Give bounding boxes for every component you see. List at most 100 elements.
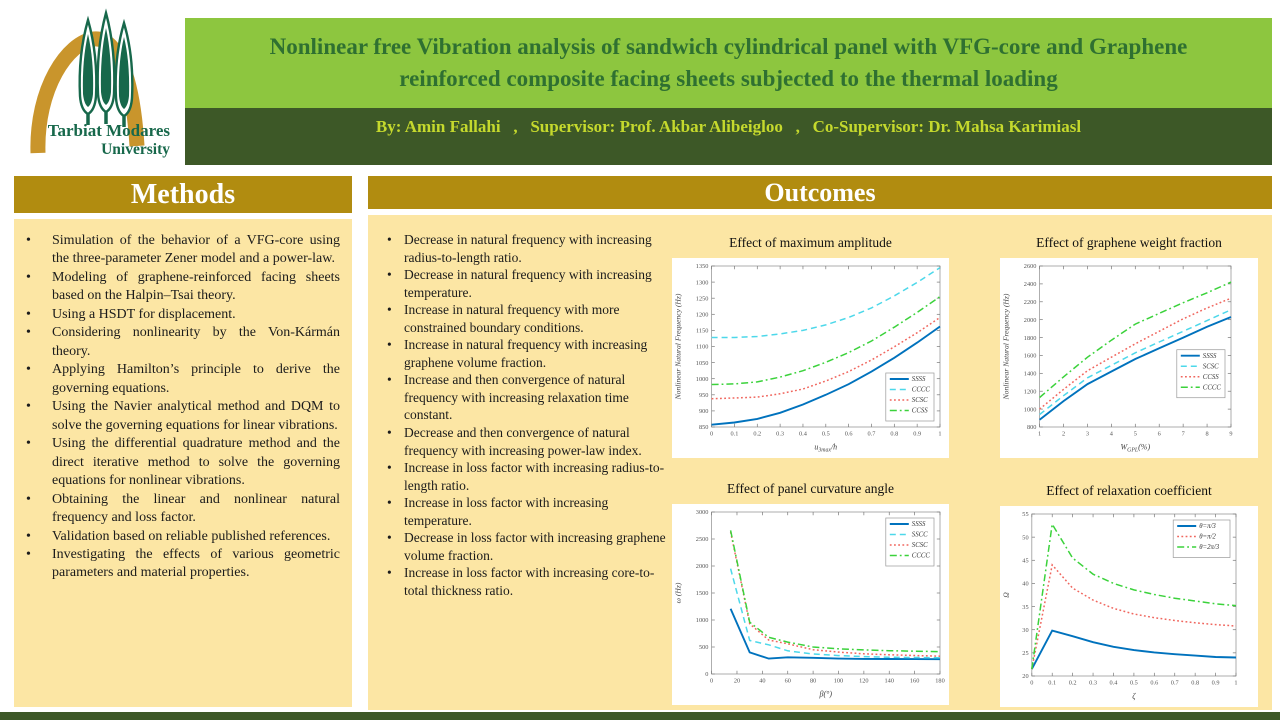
svg-text:SSCC: SSCC xyxy=(912,532,928,539)
svg-text:500: 500 xyxy=(699,644,708,651)
chart-title: Effect of maximum amplitude xyxy=(729,235,892,250)
svg-text:0.8: 0.8 xyxy=(1191,680,1199,687)
logo-text-line1: Tarbiat Modares xyxy=(48,121,171,140)
svg-text:1100: 1100 xyxy=(696,344,708,351)
svg-text:0: 0 xyxy=(710,678,713,685)
svg-text:140: 140 xyxy=(885,678,894,685)
list-item: Simulation of the behavior of a VFG-core… xyxy=(18,232,340,269)
svg-text:1000: 1000 xyxy=(696,376,709,383)
svg-text:1350: 1350 xyxy=(696,263,709,270)
svg-text:40: 40 xyxy=(759,678,765,685)
svg-text:CCSS: CCSS xyxy=(912,408,928,415)
chart-relaxation-coefficient: Effect of relaxation coefficient 0 0.1 0.2… xyxy=(1000,483,1258,707)
line-chart: 0 20 40 60 80 100 120 140 160 180 0 500 1000 1500 2000… xyxy=(672,504,949,705)
svg-text:20: 20 xyxy=(1022,673,1028,680)
outcomes-heading: Outcomes xyxy=(368,176,1272,209)
svg-text:2000: 2000 xyxy=(1024,317,1037,324)
chart-canvas: 0 0.1 0.2 0.3 0.4 0.5 0.6 0.7 0.8 0.9 1 850 900 950 10… xyxy=(674,263,942,454)
list-item: Using the Navier analytical method and D… xyxy=(18,398,340,435)
svg-text:40: 40 xyxy=(1022,581,1028,588)
chart-canvas: 1 2 3 4 5 6 7 8 9 800 1000 1200 1400 1600 1800 2000 2200… xyxy=(1002,263,1233,454)
svg-text:Nonlinear Natural Frequency (H: Nonlinear Natural Frequency (Hz) xyxy=(1002,293,1011,400)
list-item: Using a HSDT for displacement. xyxy=(18,306,340,325)
page-title: Nonlinear free Vibration analysis of san… xyxy=(269,34,1188,91)
line-chart: 1 2 3 4 5 6 7 8 9 800 1000 1200 1400 1600 1800 2000 2200… xyxy=(1000,258,1258,458)
svg-text:WGPL(%): WGPL(%) xyxy=(1120,443,1150,454)
methods-section: Methods Simulation of the behavior of a … xyxy=(14,176,352,707)
methods-panel: Simulation of the behavior of a VFG-core… xyxy=(14,219,352,707)
svg-text:0.7: 0.7 xyxy=(868,431,876,438)
svg-text:SCSC: SCSC xyxy=(912,397,928,404)
list-item: Increase and then convergence of natural… xyxy=(382,371,670,424)
chart-canvas: 0 20 40 60 80 100 120 140 160 180 0 500 1000 1500 2000… xyxy=(674,509,945,699)
university-logo: Tarbiat Modares University xyxy=(0,0,185,170)
svg-text:20: 20 xyxy=(734,678,740,685)
svg-text:2: 2 xyxy=(1062,431,1065,438)
svg-text:3000: 3000 xyxy=(696,509,709,516)
svg-text:SCSC: SCSC xyxy=(1203,363,1219,370)
outcomes-panel: Decrease in natural frequency with incre… xyxy=(368,215,1272,710)
svg-text:0.9: 0.9 xyxy=(1212,680,1220,687)
list-item: Applying Hamilton’s principle to derive … xyxy=(18,361,340,398)
line-chart: 0 0.1 0.2 0.3 0.4 0.5 0.6 0.7 0.8 0.9 1 20 25 30 35 40 4… xyxy=(1000,506,1258,707)
svg-text:2500: 2500 xyxy=(696,536,709,543)
svg-text:100: 100 xyxy=(834,678,843,685)
methods-heading: Methods xyxy=(14,176,352,213)
svg-text:0.6: 0.6 xyxy=(845,431,853,438)
svg-text:45: 45 xyxy=(1022,557,1028,564)
list-item: Increase in natural frequency with more … xyxy=(382,301,670,336)
svg-text:u3max/h: u3max/h xyxy=(814,443,837,454)
svg-text:1200: 1200 xyxy=(1024,388,1037,395)
svg-text:25: 25 xyxy=(1022,650,1028,657)
methods-list: Simulation of the behavior of a VFG-core… xyxy=(18,232,340,583)
svg-text:θ=2π/3: θ=2π/3 xyxy=(1199,544,1220,551)
svg-text:ω (Hz): ω (Hz) xyxy=(674,582,683,603)
svg-text:SSSS: SSSS xyxy=(1203,353,1217,360)
svg-text:1500: 1500 xyxy=(696,590,709,597)
svg-text:1150: 1150 xyxy=(696,328,708,335)
svg-text:60: 60 xyxy=(785,678,791,685)
chart-canvas: 0 0.1 0.2 0.3 0.4 0.5 0.6 0.7 0.8 0.9 1 20 25 30 35 40 4… xyxy=(1002,511,1238,700)
chart-maximum-amplitude: Effect of maximum amplitude 0 0.1 0.2 0.3 0.… xyxy=(672,235,949,458)
svg-text:7: 7 xyxy=(1182,431,1185,438)
svg-text:β(°): β(°) xyxy=(819,690,833,699)
svg-text:35: 35 xyxy=(1022,604,1028,611)
list-item: Decrease and then convergence of natural… xyxy=(382,424,670,459)
svg-text:1000: 1000 xyxy=(1024,406,1037,413)
svg-text:CCCC: CCCC xyxy=(912,387,931,394)
svg-text:Nonlinear Natural Frequency (H: Nonlinear Natural Frequency (Hz) xyxy=(674,293,683,400)
svg-text:800: 800 xyxy=(1027,424,1036,431)
list-item: Using the differential quadrature method… xyxy=(18,435,340,490)
svg-text:6: 6 xyxy=(1158,431,1161,438)
byline-banner: By: Amin Fallahi , Supervisor: Prof. Akb… xyxy=(185,108,1272,165)
svg-text:50: 50 xyxy=(1022,534,1028,541)
svg-text:1800: 1800 xyxy=(1024,335,1037,342)
svg-text:0.2: 0.2 xyxy=(753,431,761,438)
svg-text:0.8: 0.8 xyxy=(890,431,898,438)
svg-text:80: 80 xyxy=(810,678,816,685)
svg-text:SSSS: SSSS xyxy=(912,521,926,528)
svg-text:5: 5 xyxy=(1134,431,1137,438)
svg-text:55: 55 xyxy=(1022,511,1028,518)
svg-text:1200: 1200 xyxy=(696,312,709,319)
list-item: Considering nonlinearity by the Von-Kárm… xyxy=(18,324,340,361)
svg-text:180: 180 xyxy=(935,678,944,685)
svg-text:0.4: 0.4 xyxy=(799,431,808,438)
svg-text:SCSC: SCSC xyxy=(912,542,928,549)
chart-panel-curvature-angle: Effect of panel curvature angle 0 20 40 60 8… xyxy=(672,481,949,705)
svg-text:1000: 1000 xyxy=(696,617,709,624)
svg-text:θ=π/2: θ=π/2 xyxy=(1199,534,1216,541)
svg-text:0: 0 xyxy=(710,431,713,438)
chart-title: Effect of relaxation coefficient xyxy=(1046,483,1212,498)
list-item: Decrease in loss factor with increasing … xyxy=(382,529,670,564)
svg-text:2000: 2000 xyxy=(696,563,709,570)
svg-text:1: 1 xyxy=(938,431,941,438)
svg-text:CCSS: CCSS xyxy=(1203,374,1219,381)
svg-text:CCCC: CCCC xyxy=(912,553,931,560)
tarbiat-modares-logo-icon: Tarbiat Modares University xyxy=(30,8,171,158)
svg-text:1: 1 xyxy=(1234,680,1237,687)
svg-text:4: 4 xyxy=(1110,431,1114,438)
list-item: Decrease in natural frequency with incre… xyxy=(382,231,670,266)
authors-byline: By: Amin Fallahi , Supervisor: Prof. Akb… xyxy=(375,117,1082,136)
